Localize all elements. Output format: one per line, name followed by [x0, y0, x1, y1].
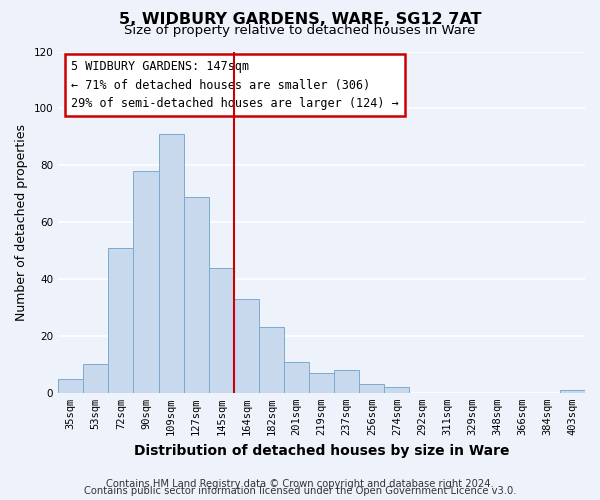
- Bar: [560, 390, 585, 393]
- Text: 5 WIDBURY GARDENS: 147sqm
← 71% of detached houses are smaller (306)
29% of semi: 5 WIDBURY GARDENS: 147sqm ← 71% of detac…: [71, 60, 399, 110]
- Text: Size of property relative to detached houses in Ware: Size of property relative to detached ho…: [124, 24, 476, 37]
- Bar: [234, 299, 259, 393]
- Bar: [133, 171, 158, 393]
- Bar: [158, 134, 184, 393]
- Text: Contains HM Land Registry data © Crown copyright and database right 2024.: Contains HM Land Registry data © Crown c…: [106, 479, 494, 489]
- Bar: [334, 370, 359, 393]
- Y-axis label: Number of detached properties: Number of detached properties: [15, 124, 28, 320]
- X-axis label: Distribution of detached houses by size in Ware: Distribution of detached houses by size …: [134, 444, 509, 458]
- Bar: [359, 384, 385, 393]
- Bar: [309, 373, 334, 393]
- Bar: [209, 268, 234, 393]
- Bar: [58, 378, 83, 393]
- Bar: [184, 196, 209, 393]
- Text: Contains public sector information licensed under the Open Government Licence v3: Contains public sector information licen…: [84, 486, 516, 496]
- Bar: [83, 364, 109, 393]
- Bar: [259, 328, 284, 393]
- Bar: [385, 387, 409, 393]
- Text: 5, WIDBURY GARDENS, WARE, SG12 7AT: 5, WIDBURY GARDENS, WARE, SG12 7AT: [119, 12, 481, 28]
- Bar: [284, 362, 309, 393]
- Bar: [109, 248, 133, 393]
